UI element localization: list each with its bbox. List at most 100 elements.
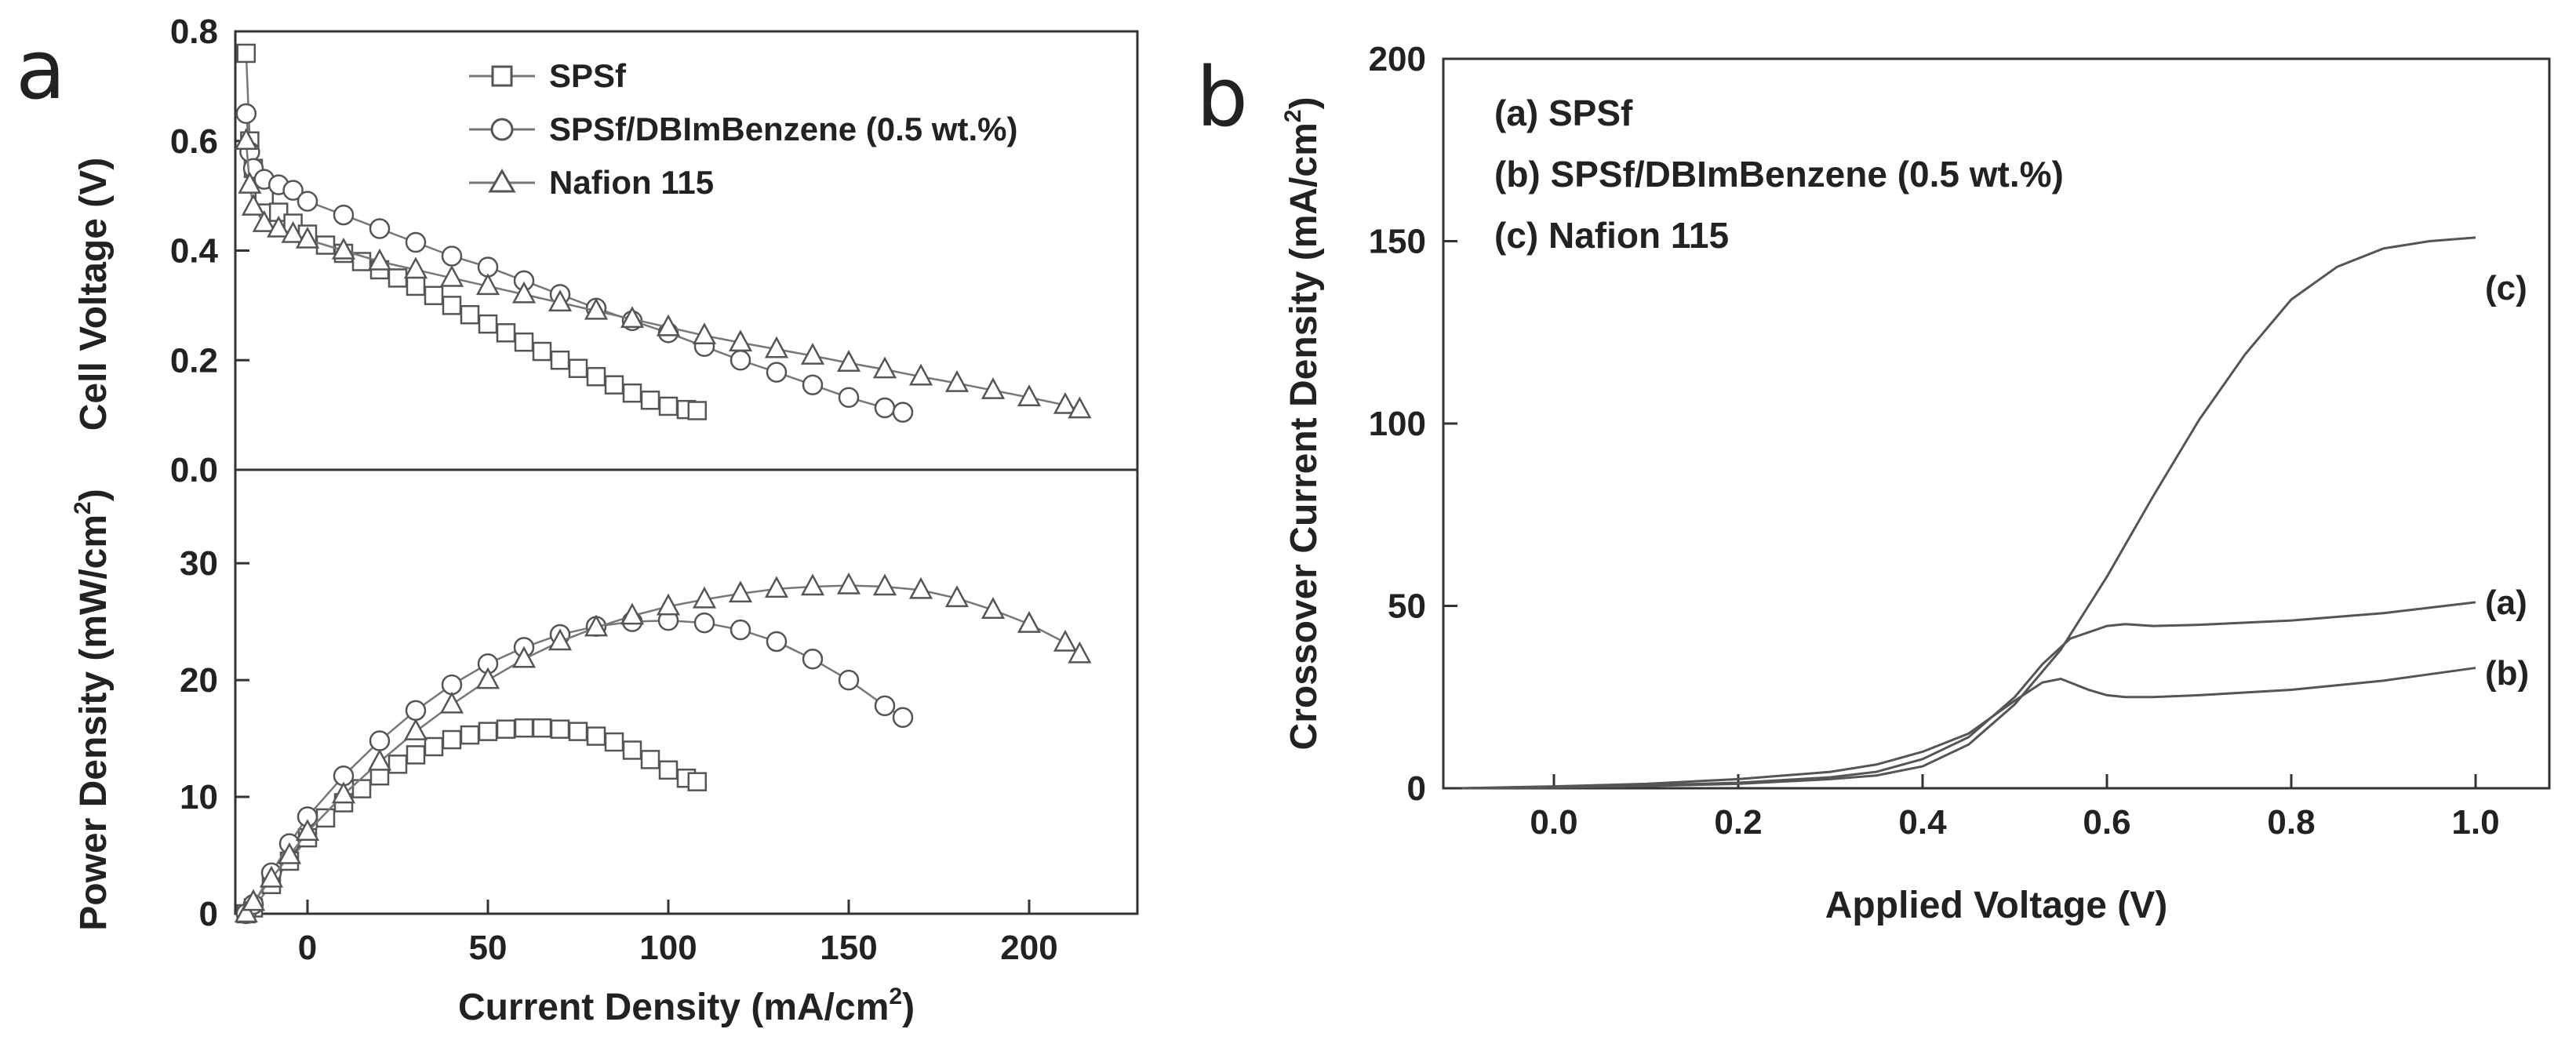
triangle-marker [872,573,897,596]
triangle-marker [981,597,1006,619]
circle-marker [838,387,860,409]
square-marker [236,43,257,64]
y-tick-label: 100 [1369,405,1426,443]
legend-label-spsf: SPSf [549,57,627,94]
triangle-marker [241,889,266,911]
circle-marker [441,245,463,267]
circle-marker [369,730,391,751]
y-tick-label: 0.8 [170,13,218,51]
circle-marker [333,204,355,226]
triangle-marker [908,363,933,386]
y-tick-label: 10 [180,778,218,816]
x-tick-label: 200 [1000,929,1057,967]
triangle-marker [1017,610,1042,633]
triangle-marker [295,819,320,841]
square-marker [568,722,588,741]
annotation-a-spsf: (a) SPSf [1494,93,1633,133]
triangle-marker [1017,384,1042,407]
circle-marker [802,374,824,395]
triangle-marker [241,193,266,216]
panel-a-xlabel-sup: 2 [889,984,902,1009]
circle-marker [405,231,427,253]
triangle-marker [836,350,861,372]
x-tick-label: 0 [298,929,317,967]
circle-marker [892,402,914,423]
panel-b-ylabel: Crossover Current Density (mA/cm2) [1280,97,1325,751]
panel-b-xlabel: Applied Voltage (V) [1825,885,2167,926]
triangle-marker [331,237,356,260]
y-tick-label: 0.2 [170,341,218,380]
panel-a-power-series [234,572,1092,925]
annotation-b-spsf-dbimbenzene: (b) SPSf/DBImBenzene (0.5 wt.%) [1494,154,2064,195]
triangle-marker [548,289,573,312]
triangle-marker [281,220,305,243]
triangle-marker [475,667,500,689]
panel-a-xlabel-main: Current Density (mA/cm [458,987,889,1028]
square-marker [586,726,606,746]
triangle-marker [800,573,825,596]
square-marker [604,732,624,752]
panel-b-ylabel-sup: 2 [1280,110,1306,123]
triangle-marker [800,343,825,365]
y-tick-label: 0 [1407,769,1426,808]
square-marker [478,722,498,741]
y-tick-label: 20 [180,661,218,700]
square-marker [550,719,570,739]
circle-marker [766,362,788,383]
triangle-marker [728,329,753,352]
triangle-marker [1068,396,1092,419]
square-marker [514,332,534,352]
triangle-marker [1068,641,1092,664]
power-series-triangle [234,572,1092,923]
square-marker [550,351,570,370]
square-marker [496,719,516,739]
legend-entry-spsf-dbimbenzene: SPSf/DBImBenzene (0.5 wt.%) [469,111,1017,147]
triangle-marker [656,593,681,616]
y-tick-label: 200 [1369,40,1426,78]
triangle-marker [439,264,464,287]
triangle-marker [1053,391,1078,414]
triangle-marker [367,248,392,271]
triangle-marker [475,273,500,296]
legend-entry-nafion: Nafion 115 [469,164,714,201]
circle-marker [693,612,715,634]
square-marker [460,725,480,745]
triangle-marker [511,645,537,668]
crossover-curve-a [1461,601,2476,790]
circle-marker [235,103,257,125]
x-tick-label: 50 [469,929,508,967]
panel-a-bottom-ylabel-sup: 2 [70,501,96,515]
square-marker [442,296,462,315]
triangle-marker [584,297,609,320]
square-marker [478,314,498,334]
x-tick-label: 0.8 [2267,803,2315,842]
legend-label-spsf-dbimbenzene: SPSf/DBImBenzene (0.5 wt.%) [549,111,1017,147]
panel-a-legend: SPSf SPSf/DBImBenzene (0.5 wt.%) Nafion … [469,57,1017,201]
legend-square-marker [491,65,513,87]
square-marker [514,718,534,738]
circle-marker [730,619,751,641]
circle-marker [838,669,860,691]
circle-marker [766,631,788,653]
circle-marker [802,649,824,670]
triangle-marker [872,356,897,379]
triangle-marker [692,586,717,609]
square-marker [351,779,372,798]
panel-b-ylabel-main: Crossover Current Density (mA/cm [1283,122,1325,750]
triangle-marker [1053,629,1078,652]
square-marker [532,341,552,362]
square-marker [424,285,444,306]
panel-b-ticks: 0 50 100 150 200 0.0 0.2 0.4 0.6 0.8 1.0 [1369,40,2500,842]
square-marker [658,396,679,416]
triangle-marker [277,842,302,864]
triangle-marker [944,585,970,608]
square-marker [640,750,660,769]
panel-letter-a: a [16,22,66,118]
x-tick-label: 0.2 [1714,803,1762,842]
panel-a-top-ticks: 0.0 0.2 0.4 0.6 0.8 [170,13,249,489]
triangle-marker [238,172,262,194]
triangle-marker [764,336,789,358]
x-tick-label: 0.4 [1898,803,1947,842]
